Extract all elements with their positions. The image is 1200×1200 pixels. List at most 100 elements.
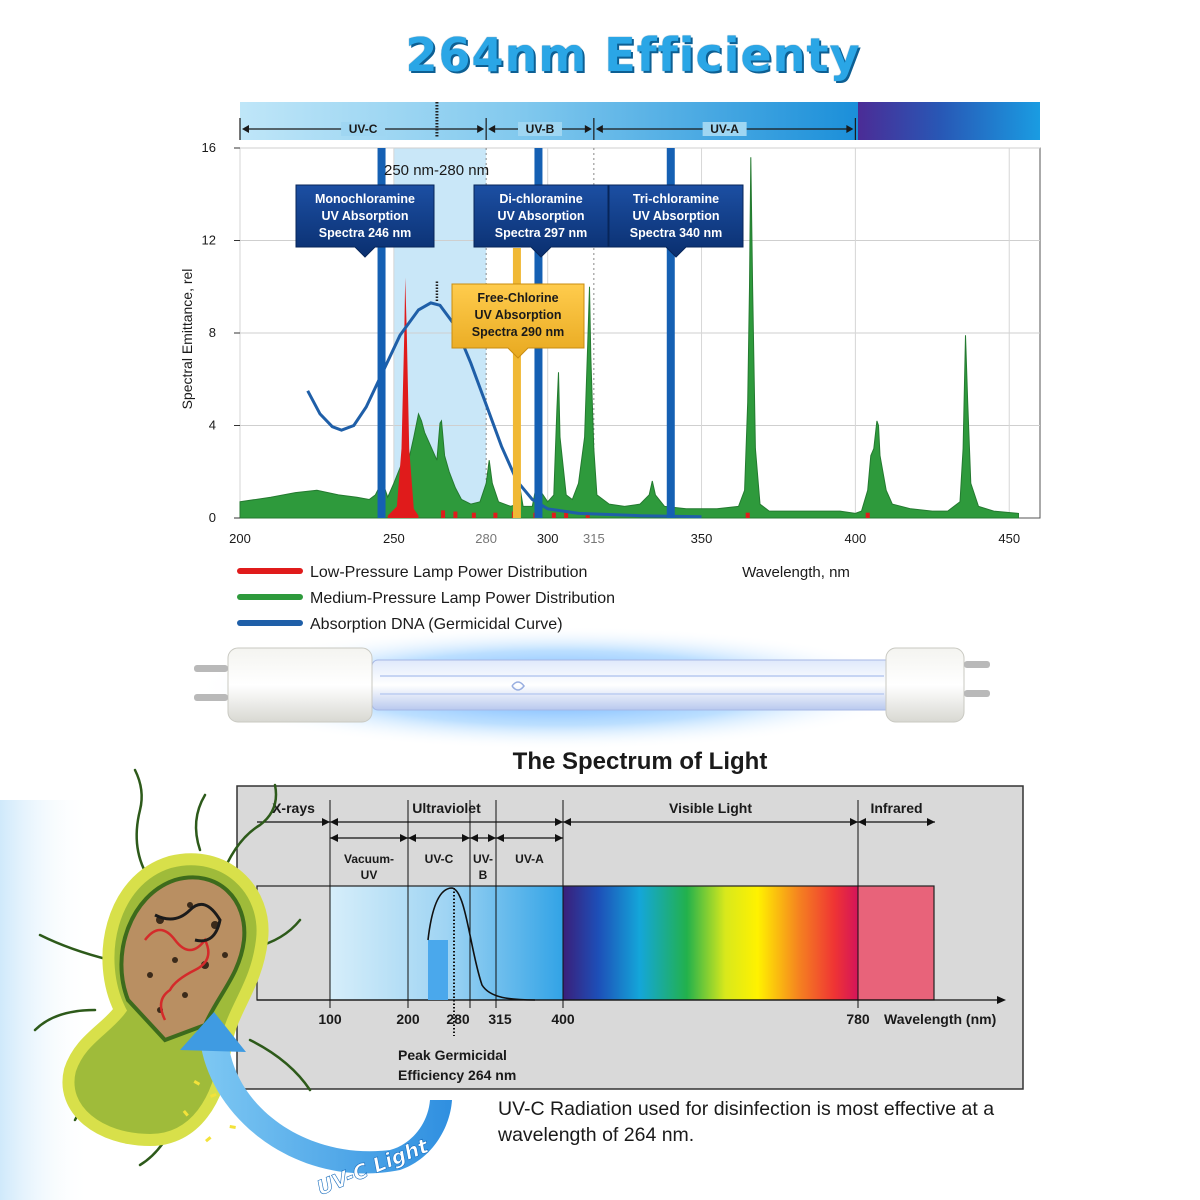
sub-region-label: UV-A (515, 852, 544, 866)
legend-label: Low-Pressure Lamp Power Distribution (310, 564, 587, 581)
y-tick-label: 16 (202, 140, 216, 155)
band-label-bg (518, 122, 562, 136)
spectrum-tick-label: 400 (551, 1011, 575, 1027)
callout-text: UV Absorption (321, 209, 408, 223)
sub-region-label: UV (361, 868, 378, 882)
low-pressure-line (745, 512, 750, 518)
callout-box (451, 283, 585, 359)
absorption-line (666, 148, 675, 518)
low-pressure-line (585, 512, 590, 518)
y-tick-label: 8 (209, 325, 216, 340)
region-label: Infrared (870, 800, 922, 816)
lamp-pin (194, 665, 228, 672)
x-tick-label: 350 (691, 531, 713, 546)
spectrum-axis-label: Wavelength (nm) (884, 1011, 996, 1027)
low-pressure-line (551, 512, 556, 518)
spectrum-tick-label: 200 (396, 1011, 420, 1027)
left-fade (0, 800, 90, 1200)
region-arrowhead (555, 834, 563, 842)
series-medium-pressure (239, 157, 1020, 519)
callout-text: Spectra 297 nm (495, 226, 587, 240)
callout-box (473, 184, 609, 258)
region-arrowhead (555, 818, 563, 826)
low-pressure-line (471, 512, 476, 518)
sub-region-label: UV-C (425, 852, 454, 866)
x-tick-label: 280 (475, 531, 497, 546)
region-arrowhead (408, 834, 416, 842)
band-label-bg (702, 122, 747, 136)
low-pressure-line (564, 510, 569, 518)
region-arrowhead (927, 818, 935, 826)
region-arrowhead (400, 834, 408, 842)
spectrum-tick-label: 315 (488, 1011, 512, 1027)
region-arrowhead (462, 834, 470, 842)
band-label: UV-A (710, 122, 739, 136)
sub-region-label: B (479, 868, 488, 882)
callout-text: Spectra 246 nm (319, 226, 411, 240)
callout-text: Spectra 340 nm (630, 226, 722, 240)
emittance-chart: UV-C UV-B UV-A Monochloramine UV Absorption… (179, 102, 1041, 581)
region-arrowhead (488, 834, 496, 842)
region-arrowhead (330, 834, 338, 842)
spectrum-visible-bar (563, 886, 858, 1000)
lamp-pin (194, 694, 228, 701)
germicidal-curve (427, 887, 536, 1001)
region-arrowhead (563, 818, 571, 826)
absorption-line (377, 148, 386, 518)
band-arrowhead (488, 125, 496, 133)
y-axis-label: Spectral Emittance, rel (179, 269, 195, 410)
low-pressure-line (441, 510, 446, 518)
spectrum-diagram: X-rays Ultraviolet Visible Light Infrared Va… (236, 785, 1024, 1090)
germicidal-band (428, 940, 448, 1000)
spectrum-tick-label: 100 (318, 1011, 342, 1027)
region-label: Ultraviolet (412, 800, 481, 816)
spectrum-title: The Spectrum of Light (512, 748, 768, 775)
x-tick-label: 315 (583, 531, 605, 546)
callout-text: Free-Chlorine (477, 291, 558, 305)
region-arrowhead (322, 818, 330, 826)
low-pressure-line (865, 512, 870, 518)
band-label: UV-C (349, 122, 378, 136)
absorption-line (512, 248, 521, 518)
lamp-cap-right (885, 647, 965, 723)
axis-arrowhead (997, 996, 1006, 1004)
low-pressure-line (493, 512, 498, 518)
band-bar-visible (858, 102, 1040, 140)
callout-text: Monochloramine (315, 192, 415, 206)
lamp-cap-left (227, 647, 373, 723)
page-title: 264nm Efficienty (405, 28, 861, 82)
x-axis-label: Wavelength, nm (742, 564, 850, 581)
peak-label: Efficiency 264 nm (398, 1067, 516, 1083)
band-arrowhead (477, 125, 485, 133)
band-label: UV-B (526, 122, 555, 136)
callout-box (295, 184, 435, 258)
x-tick-label: 300 (537, 531, 559, 546)
spectrum-infrared-bar (858, 886, 934, 1000)
region-arrowhead (330, 818, 338, 826)
band-arrowhead (846, 125, 854, 133)
callout-text: UV Absorption (474, 308, 561, 322)
uv-c-arrow (200, 1040, 452, 1174)
x-tick-label: 250 (383, 531, 405, 546)
sub-region-label: UV- (473, 852, 493, 866)
highlight-range-label: 250 nm-280 nm (384, 162, 489, 179)
spectrum-tick-label: 780 (846, 1011, 870, 1027)
y-tick-label: 0 (209, 510, 216, 525)
region-arrowhead (496, 834, 504, 842)
region-label: Visible Light (669, 800, 752, 816)
callout-text: UV Absorption (632, 209, 719, 223)
legend-label: Medium-Pressure Lamp Power Distribution (310, 590, 615, 607)
spectrum-tick-label: 280 (446, 1011, 470, 1027)
uv-lamp (194, 626, 990, 750)
callout-box (608, 184, 744, 258)
x-tick-label: 400 (845, 531, 867, 546)
x-tick-label: 450 (998, 531, 1020, 546)
region-arrowhead (470, 834, 478, 842)
region-arrowhead (858, 818, 866, 826)
series-dna-absorption (306, 301, 702, 519)
sub-region-label: Vacuum- (344, 852, 394, 866)
peak-label: Peak Germicidal (398, 1047, 507, 1063)
callout-text: Di-chloramine (499, 192, 582, 206)
low-pressure-line (453, 511, 458, 518)
